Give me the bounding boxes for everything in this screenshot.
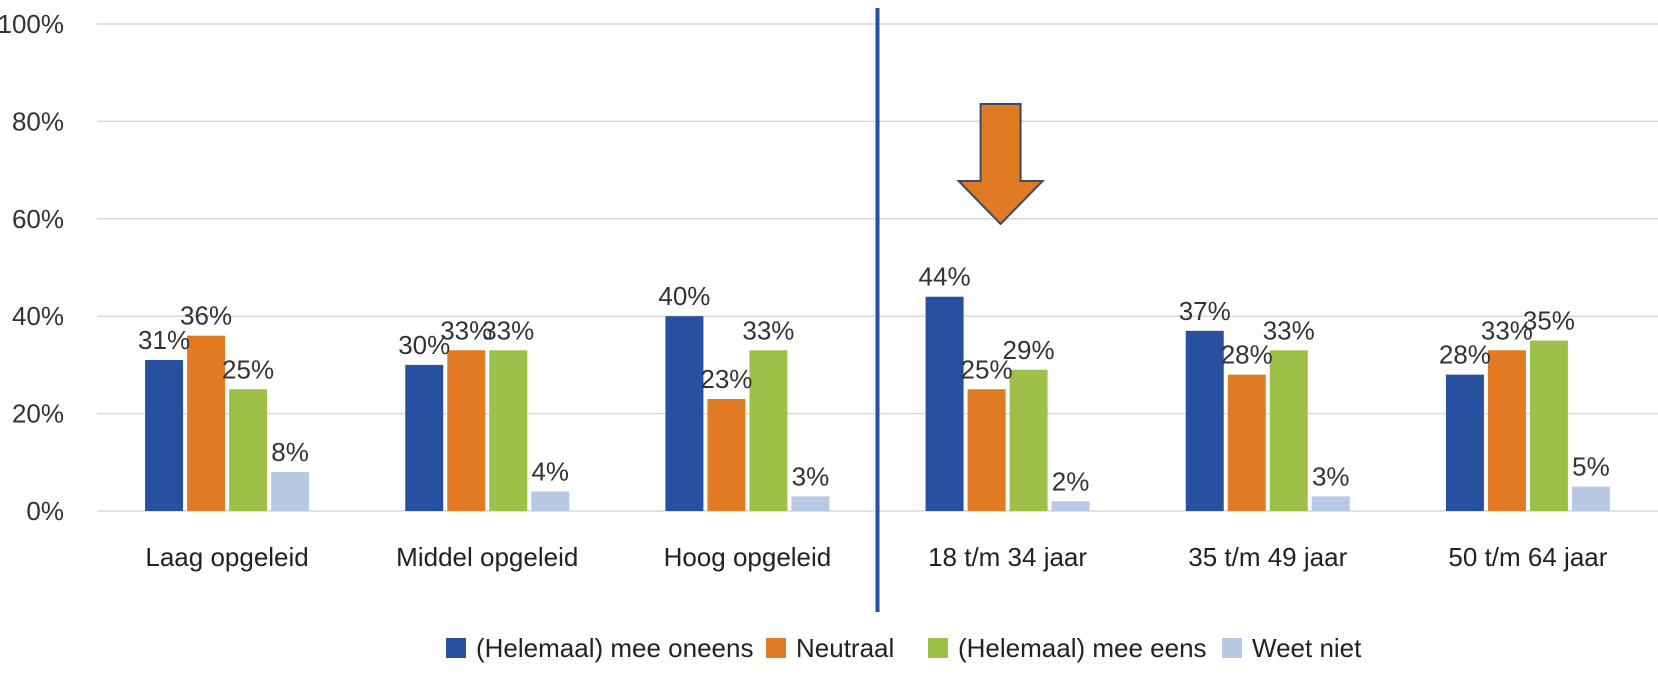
bar xyxy=(271,472,310,511)
bar xyxy=(1009,369,1048,511)
bar xyxy=(447,350,486,511)
data-label: 28% xyxy=(1439,340,1491,370)
bar xyxy=(665,316,704,511)
y-tick-label: 80% xyxy=(12,106,64,136)
legend-label: (Helemaal) mee oneens xyxy=(476,633,753,663)
y-tick-label: 40% xyxy=(12,301,64,331)
bars-layer xyxy=(145,296,1610,511)
bar xyxy=(1487,350,1526,511)
data-label: 33% xyxy=(1263,315,1315,345)
bar xyxy=(145,360,184,511)
data-label: 3% xyxy=(1312,461,1350,491)
data-label: 28% xyxy=(1221,340,1273,370)
x-tick-label: Middel opgeleid xyxy=(396,542,578,572)
data-label: 3% xyxy=(792,461,830,491)
bar xyxy=(925,296,964,511)
annotation-layer xyxy=(875,8,1045,612)
data-label: 36% xyxy=(180,301,232,331)
down-arrow-icon xyxy=(956,103,1045,226)
bar xyxy=(707,398,746,511)
y-tick-label: 0% xyxy=(26,496,64,526)
legend-swatch xyxy=(446,638,466,658)
bar xyxy=(1269,350,1308,511)
bar xyxy=(531,491,570,511)
data-label: 30% xyxy=(398,330,450,360)
legend-label: (Helemaal) mee eens xyxy=(958,633,1207,663)
bar xyxy=(229,389,268,511)
data-label: 33% xyxy=(742,315,794,345)
data-label: 33% xyxy=(1481,315,1533,345)
labels-layer: 0% 20% 40% 60% 80% 100% 31%36% 25% 8% Laag opgele… xyxy=(0,9,1610,572)
x-tick-label: Hoog opgeleid xyxy=(664,542,832,572)
y-tick-label: 20% xyxy=(12,399,64,429)
data-label: 33% xyxy=(440,315,492,345)
legend: (Helemaal) mee oneens Neutraal (Helemaal) … xyxy=(446,633,1362,663)
data-label: 31% xyxy=(138,325,190,355)
x-tick-label: Laag opgeleid xyxy=(145,542,308,572)
bar xyxy=(1051,501,1090,511)
bar xyxy=(1311,496,1350,511)
data-label: 25% xyxy=(961,354,1013,384)
data-label: 23% xyxy=(700,364,752,394)
data-label: 44% xyxy=(919,262,971,292)
bar xyxy=(967,389,1006,511)
data-label: 8% xyxy=(271,437,309,467)
y-tick-label: 60% xyxy=(12,204,64,234)
data-label: 5% xyxy=(1572,452,1610,482)
legend-swatch xyxy=(928,638,948,658)
legend-label: Neutraal xyxy=(796,633,894,663)
data-label: 2% xyxy=(1052,466,1090,496)
x-tick-label: 35 t/m 49 jaar xyxy=(1188,542,1347,572)
bar xyxy=(187,335,226,511)
bar xyxy=(1445,374,1484,511)
y-tick-label: 100% xyxy=(0,9,64,39)
x-tick-label: 50 t/m 64 jaar xyxy=(1448,542,1607,572)
bar xyxy=(1529,340,1568,511)
bar xyxy=(1227,374,1266,511)
data-label: 25% xyxy=(222,354,274,384)
bar xyxy=(791,496,830,511)
data-label: 29% xyxy=(1003,335,1055,365)
legend-swatch xyxy=(1222,638,1242,658)
bar xyxy=(489,350,528,511)
data-label: 35% xyxy=(1523,306,1575,336)
x-tick-label: 18 t/m 34 jaar xyxy=(928,542,1087,572)
data-label: 37% xyxy=(1179,296,1231,326)
data-label: 33% xyxy=(482,315,534,345)
data-label: 40% xyxy=(658,281,710,311)
legend-swatch xyxy=(766,638,786,658)
bar xyxy=(1571,486,1610,511)
bar xyxy=(749,350,788,511)
legend-label: Weet niet xyxy=(1252,633,1362,663)
bar xyxy=(405,364,444,511)
bar xyxy=(1185,330,1224,511)
data-label: 4% xyxy=(531,457,569,487)
